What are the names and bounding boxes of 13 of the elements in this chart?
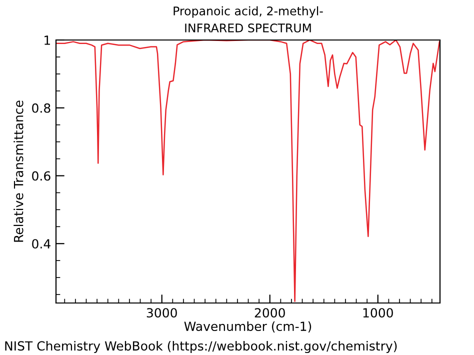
chart-subtitle: INFRARED SPECTRUM bbox=[185, 23, 311, 32]
y-tick-label: 0.6 bbox=[32, 171, 50, 181]
y-tick-label: 0.8 bbox=[32, 103, 50, 113]
line-series bbox=[56, 40, 440, 302]
x-tick-label: 2000 bbox=[254, 308, 285, 318]
y-tick-label: 0.4 bbox=[32, 239, 50, 249]
y-axis-title: Relative Transmittance bbox=[14, 100, 24, 242]
x-tick-label: 1000 bbox=[363, 308, 393, 318]
text: NIST Chemistry WebBook (https://webbook.nist.gov/chemistry) bbox=[5, 340, 397, 354]
chart-title: Propanoic acid, 2-methyl- bbox=[174, 6, 323, 18]
x-axis-title: Wavenumber (cm-1) bbox=[184, 321, 312, 332]
x-tick-label: 3000 bbox=[146, 308, 177, 318]
y-tick-label: 1 bbox=[44, 36, 50, 45]
